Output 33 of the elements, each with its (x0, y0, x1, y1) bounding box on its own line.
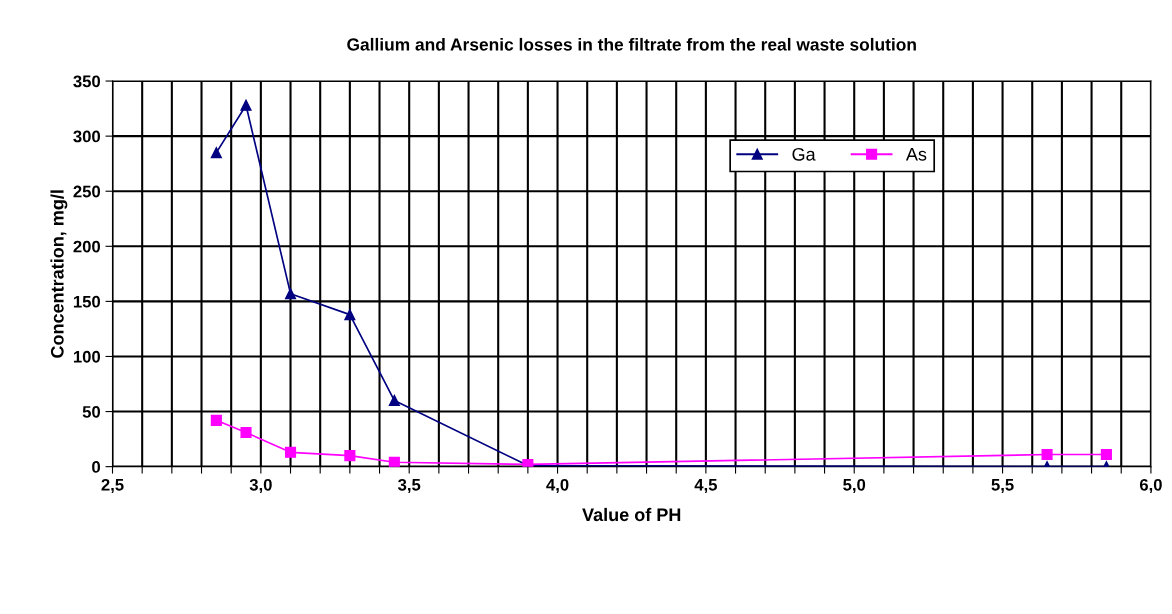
x-tick-label: 3,5 (397, 478, 421, 494)
y-axis-title: Concentration, mg/l (50, 190, 68, 358)
y-tick-label: 350 (73, 75, 101, 88)
point (210, 147, 222, 159)
y-tick-label: 50 (82, 405, 101, 418)
point (284, 288, 297, 300)
x-axis-title: Value of PH (582, 507, 681, 522)
y-tick-label: 250 (73, 185, 101, 198)
point (1041, 448, 1053, 461)
point (240, 426, 252, 439)
x-tick-label: 4,0 (546, 478, 569, 494)
x-tick-label: 3,0 (249, 478, 272, 494)
point (210, 414, 222, 426)
y-tick-label: 300 (73, 130, 101, 143)
point (240, 99, 252, 111)
legend-label: As (905, 148, 927, 161)
point (284, 446, 297, 458)
y-tick-label: 100 (73, 350, 101, 363)
x-tick-label: 2,5 (101, 478, 124, 494)
point (388, 456, 400, 467)
x-tick-label: 5,5 (991, 479, 1014, 494)
point (344, 309, 356, 321)
point (1100, 448, 1112, 461)
x-tick-label: 5,0 (843, 478, 866, 494)
chart-title: Gallium and Arsenic losses in the filtrate from the real waste solution (347, 37, 916, 51)
y-tick-label: 150 (73, 295, 101, 308)
x-tick-label: 6,0 (1139, 478, 1162, 494)
y-tick-label: 200 (73, 240, 101, 253)
y-tick-label: 0 (92, 461, 101, 473)
x-tick-label: 4,5 (694, 479, 717, 494)
point (344, 450, 356, 462)
point (388, 394, 400, 407)
legend-label: Ga (792, 147, 816, 161)
